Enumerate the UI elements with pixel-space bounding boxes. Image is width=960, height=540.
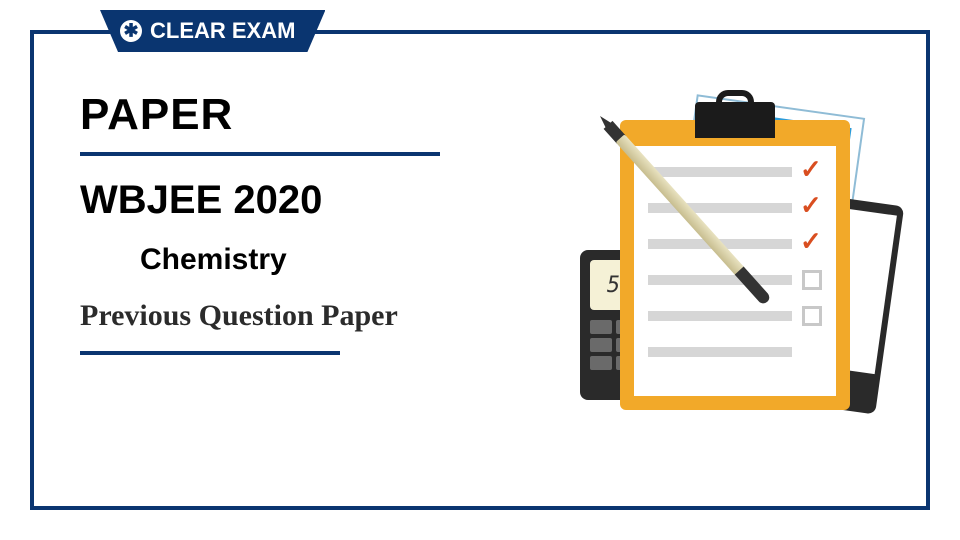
heading-subtitle: Previous Question Paper xyxy=(80,299,500,333)
checkbox-icon xyxy=(802,270,822,290)
illustration: 54,00 xyxy=(570,90,890,420)
checkbox-icon xyxy=(802,306,822,326)
brand-tab: CLEAR EXAM xyxy=(100,10,325,52)
divider-top xyxy=(80,152,440,156)
divider-bottom xyxy=(80,351,340,355)
checkmark-icon xyxy=(802,198,822,218)
heading-paper: PAPER xyxy=(80,90,500,140)
clip-icon xyxy=(695,102,775,138)
checkmark-icon xyxy=(802,234,822,254)
compass-icon xyxy=(120,20,142,42)
heading-subject: Chemistry xyxy=(140,243,500,277)
checkmark-icon xyxy=(802,162,822,182)
text-block: PAPER WBJEE 2020 Chemistry Previous Ques… xyxy=(80,90,500,355)
brand-name: CLEAR EXAM xyxy=(150,18,295,44)
heading-exam-year: WBJEE 2020 xyxy=(80,178,500,223)
empty-icon xyxy=(802,342,822,362)
